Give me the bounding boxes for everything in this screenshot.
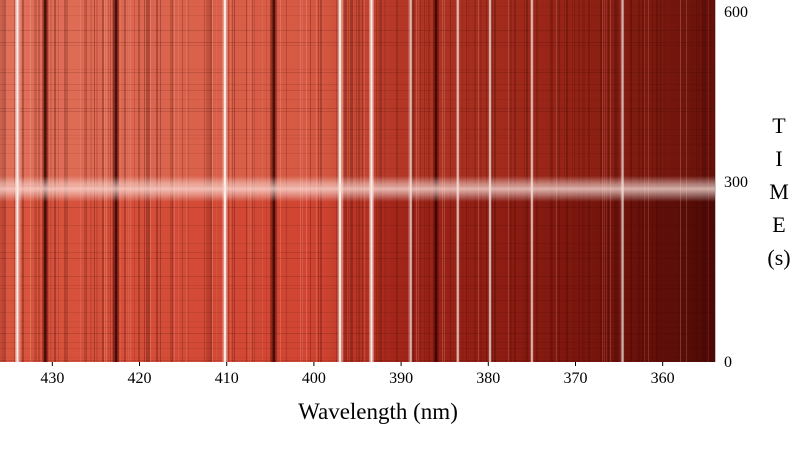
spectrum-heatmap xyxy=(0,0,716,362)
time-row xyxy=(0,276,715,277)
spectrum-background-upper xyxy=(0,0,715,185)
time-row xyxy=(0,333,715,334)
y-axis-label-char: (s) xyxy=(767,245,790,270)
x-tick-label: 400 xyxy=(302,370,326,387)
x-tick-label: 420 xyxy=(128,370,152,387)
y-axis-ticks: 0 300 600 xyxy=(724,4,748,371)
time-row xyxy=(0,207,715,208)
x-tick-label: 390 xyxy=(389,370,413,387)
time-row xyxy=(0,348,715,349)
time-row xyxy=(0,285,715,286)
time-row xyxy=(0,90,715,91)
time-rows xyxy=(0,6,715,361)
time-row xyxy=(0,135,715,136)
time-row xyxy=(0,360,715,361)
y-axis-label-char: E xyxy=(772,212,785,237)
time-row xyxy=(0,342,715,343)
time-row xyxy=(0,327,715,328)
time-row xyxy=(0,357,715,358)
time-row xyxy=(0,300,715,301)
x-tick-label: 380 xyxy=(476,370,500,387)
time-row xyxy=(0,153,715,154)
time-row xyxy=(0,243,715,244)
time-row xyxy=(0,144,715,145)
time-row xyxy=(0,99,715,100)
time-row xyxy=(0,111,715,112)
time-row xyxy=(0,168,715,169)
time-row xyxy=(0,84,715,85)
time-row xyxy=(0,6,715,7)
time-row xyxy=(0,288,715,289)
time-row xyxy=(0,258,715,259)
y-axis-label-char: I xyxy=(775,146,782,171)
time-row xyxy=(0,138,715,139)
x-tick-label: 430 xyxy=(40,370,64,387)
time-row xyxy=(0,225,715,226)
time-row xyxy=(0,72,715,73)
time-row xyxy=(0,45,715,46)
y-axis-label-char: T xyxy=(772,113,786,138)
time-row xyxy=(0,108,715,109)
x-tick-label: 410 xyxy=(215,370,239,387)
y-tick-label: 600 xyxy=(724,4,748,21)
time-row xyxy=(0,15,715,16)
time-row xyxy=(0,42,715,43)
x-axis-label: Wavelength (nm) xyxy=(298,399,458,424)
flash-band xyxy=(0,175,715,202)
y-axis-label-char: M xyxy=(769,179,789,204)
time-row xyxy=(0,312,715,313)
time-row xyxy=(0,129,715,130)
time-row xyxy=(0,321,715,322)
x-tick-label: 360 xyxy=(651,370,675,387)
y-tick-label: 300 xyxy=(724,174,748,191)
x-tick-label: 370 xyxy=(563,370,587,387)
x-axis-ticks: 430 420 410 400 390 380 370 360 xyxy=(40,362,675,387)
y-tick-label: 0 xyxy=(724,354,732,371)
time-row xyxy=(0,252,715,253)
time-row xyxy=(0,69,715,70)
time-row xyxy=(0,30,715,31)
